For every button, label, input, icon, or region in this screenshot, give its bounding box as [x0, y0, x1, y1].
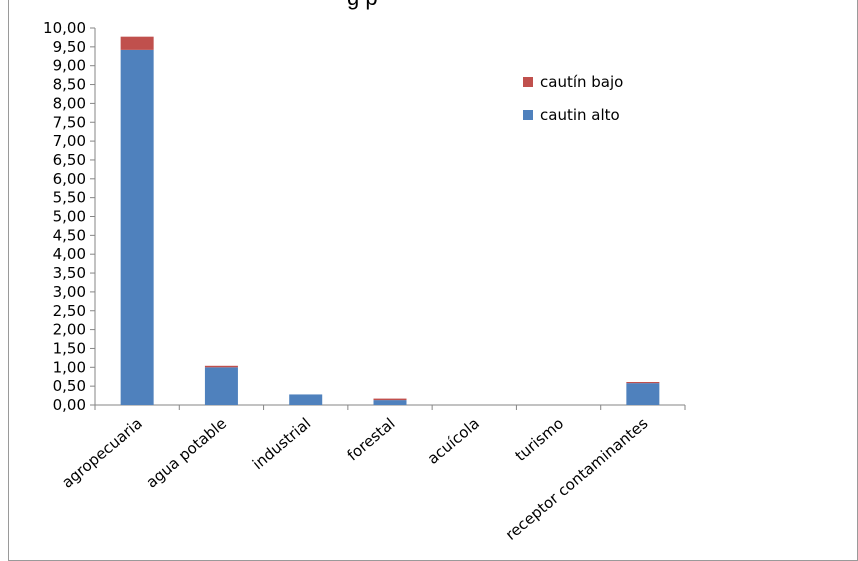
y-tick-label: 6,00 [53, 170, 86, 188]
x-category-label: turismo [512, 414, 567, 465]
y-tick-label: 1,50 [53, 339, 86, 357]
y-tick-label: 7,00 [53, 132, 86, 150]
y-tick-label: 5,00 [53, 208, 86, 226]
bar-segment-series-0 [289, 394, 323, 405]
y-tick-label: 1,00 [53, 358, 86, 376]
legend-swatch [523, 77, 533, 87]
bar-segment-series-1 [626, 382, 660, 384]
bar-segment-series-1 [120, 36, 154, 50]
x-category-label: agropecuaria [58, 414, 145, 491]
y-axis: 0,000,501,001,502,002,503,003,504,004,50… [43, 19, 96, 414]
y-tick-label: 0,00 [53, 396, 86, 414]
y-tick-label: 9,00 [53, 57, 86, 75]
y-tick-label: 5,50 [53, 189, 86, 207]
bar-segment-series-0 [204, 367, 238, 405]
y-tick-label: 6,50 [53, 151, 86, 169]
y-tick-label: 8,50 [53, 76, 86, 94]
bars [120, 36, 660, 406]
x-category-label: receptor contaminantes [502, 414, 652, 544]
y-tick-label: 3,50 [53, 264, 86, 282]
y-tick-label: 3,00 [53, 283, 86, 301]
y-tick-label: 0,50 [53, 377, 86, 395]
bar-segment-series-1 [373, 398, 407, 401]
y-tick-label: 2,50 [53, 302, 86, 320]
bar-segment-series-1 [204, 365, 238, 368]
legend-swatch [523, 110, 533, 120]
chart-title-fragment: g p [347, 0, 378, 11]
legend-label: cautin alto [540, 106, 620, 124]
y-tick-label: 10,00 [43, 19, 86, 37]
y-tick-label: 4,00 [53, 245, 86, 263]
y-tick-label: 8,00 [53, 94, 86, 112]
x-category-label: acuícola [424, 414, 483, 468]
bar-segment-series-0 [626, 383, 660, 405]
y-tick-label: 7,50 [53, 113, 86, 131]
y-tick-label: 2,00 [53, 321, 86, 339]
y-tick-label: 9,50 [53, 38, 86, 56]
legend-label: cautín bajo [540, 73, 623, 91]
x-category-label: agua potable [143, 414, 230, 491]
y-tick-label: 4,50 [53, 226, 86, 244]
bar-segment-series-0 [373, 400, 407, 405]
x-category-label: industrial [249, 414, 314, 473]
bar-segment-series-0 [120, 49, 154, 406]
legend: cautín bajo cautin alto [523, 73, 623, 124]
x-category-label: forestal [344, 414, 399, 464]
